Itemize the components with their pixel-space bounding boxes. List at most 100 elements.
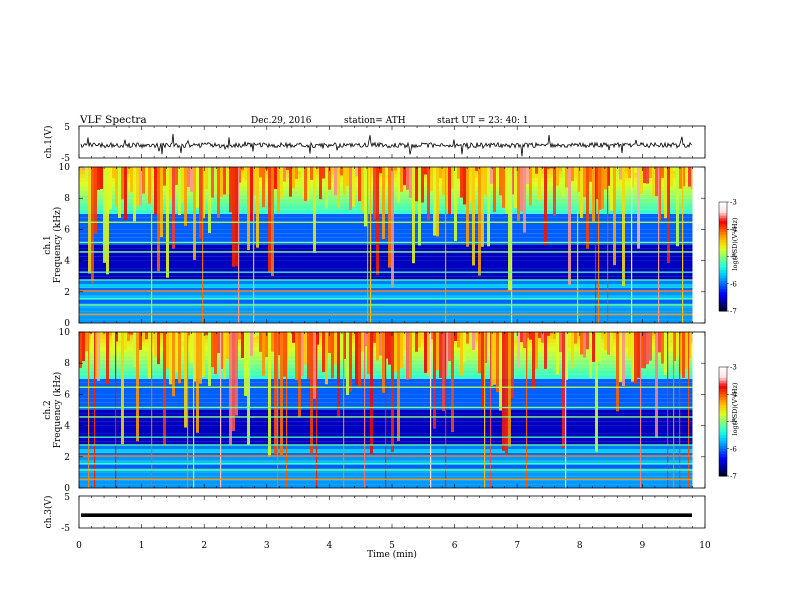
colorbar-segment [719,264,727,268]
spectrum-column [475,332,478,341]
spectrum-column [595,167,598,200]
spectrum-column [484,167,487,195]
spectrum-column [442,332,445,411]
spectrum-column [646,167,649,184]
spectrum-band [79,264,693,269]
colorbar-segment [719,402,727,406]
colorbar-segment [719,302,727,307]
spectrum-column [121,167,124,200]
spectrum-column [316,167,319,169]
spectrum-band [79,190,693,195]
spectrum-column [91,167,94,284]
x-tick-label: 6 [452,541,458,551]
spectrum-column [568,167,571,285]
spectrum-column [505,332,508,455]
spectrum-column [544,167,547,246]
spectrum-column [79,167,82,173]
spectrum-column [598,167,601,210]
spectrum-column [559,167,562,171]
spectrum-column [412,332,415,348]
colorbar-segment [719,465,727,469]
spectrum-column [472,332,475,351]
spectrum-column [400,167,403,192]
spectrum-column [436,167,439,237]
spectrum-line [79,463,693,465]
spectrum-band [79,284,693,288]
spectrum-column [169,332,172,385]
spectrum-column [307,167,310,200]
ch1-spectrogram-yticks: 0 2 4 6 8 10 [59,163,705,329]
spectrum-column [583,167,586,198]
y-tick-label: 6 [64,390,70,400]
spectrum-column [247,167,250,251]
spectrum-column [562,332,565,449]
colorbar-segment [719,470,727,474]
spectrum-column [220,332,223,369]
ch3-xtick-marks [78,496,706,528]
spectrum-spike [577,167,579,323]
spectrum-column [565,167,568,188]
spectrum-band [79,186,693,191]
spectrum-column [145,167,148,188]
spectrum-column [154,167,157,215]
spectrum-column [421,332,424,334]
spectrum-column [595,332,598,452]
colorbar-segment [719,223,727,228]
spectrum-column [619,332,622,382]
spectrum-column [463,167,466,205]
spectrum-spike [238,167,240,323]
spectrum-column [667,167,670,263]
spectrum-column [250,332,253,356]
colorbar-segment [719,297,727,301]
spectrum-column [304,332,307,365]
spectrum-line [79,478,693,480]
figure-start-time: start UT = 23: 40: 1 [437,116,529,126]
spectrum-column [343,332,346,359]
spectrum-column [424,332,427,373]
spectrum-column [283,332,286,377]
colorbar-segment [719,231,727,236]
spectrum-spike [370,167,372,323]
spectrum-column [217,167,220,218]
spectrum-column [484,332,487,364]
spectrum-column [214,167,217,195]
spectrum-column [274,332,277,455]
spectrum-column [382,167,385,240]
spectrum-column [634,167,637,173]
spectrum-column [562,167,565,198]
spectrum-spike [526,332,528,488]
spectrum-column [226,332,229,360]
spectrum-line [79,221,693,223]
colorbar-segment [719,259,727,263]
spectrum-column [103,332,106,335]
colorbar-segment [719,221,727,225]
spectrum-band [79,280,693,284]
spectrum-column [124,167,127,220]
spectrum-column [331,332,334,379]
spectrum-column [637,167,640,249]
colorbar-tick-label: -4 [730,391,737,399]
spectrum-band [79,233,693,238]
spectrum-line [79,444,693,446]
spectrum-column [586,167,589,249]
spectrum-column [319,167,322,200]
spectrum-column [379,332,382,356]
spectrum-column [235,167,238,267]
spectrum-column [523,332,526,349]
spectrum-column [325,167,328,209]
colorbar-segment [719,380,727,384]
colorbar-segment [719,459,727,463]
ch3-ytick-bottom: -5 [61,524,70,534]
spectrum-column [661,167,664,178]
spectrum-column [649,332,652,361]
spectrum-column [340,167,343,176]
colorbar-segment [719,405,727,409]
colorbar-segment [719,215,727,219]
spectrum-column [271,332,274,352]
spectrum-column [616,332,619,412]
ch1-xtick-marks [78,126,706,158]
spectrum-column [262,332,265,376]
spectrum-column [148,167,151,204]
spectrum-column [661,332,664,364]
